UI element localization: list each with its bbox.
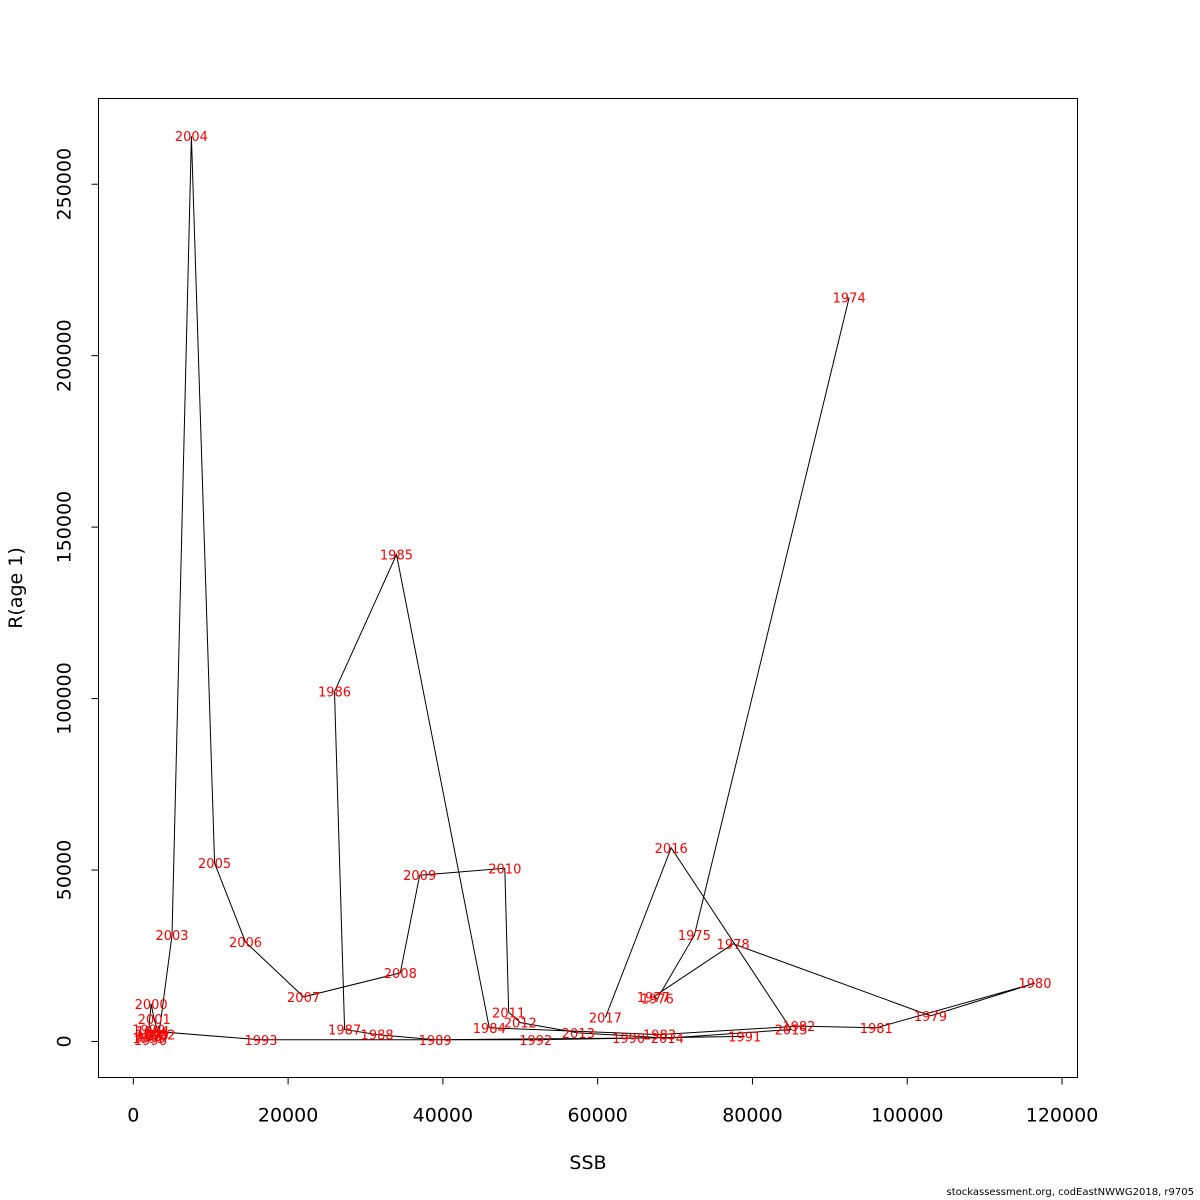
year-label-1977: 1977: [637, 991, 670, 1006]
year-label-2004: 2004: [175, 130, 208, 145]
y-tick-label: 200000: [54, 319, 76, 392]
year-label-1993: 1993: [244, 1034, 277, 1049]
year-label-1987: 1987: [328, 1023, 361, 1038]
ssb-recruitment-trajectory-line: [148, 136, 1036, 1041]
year-label-1996: 1996: [134, 1034, 167, 1049]
year-label-2003: 2003: [155, 929, 188, 944]
year-label-1991: 1991: [728, 1030, 761, 1045]
y-axis: 0 50000 100000 150000 200000 250000: [54, 148, 99, 1048]
y-tick-label: 250000: [54, 148, 76, 221]
x-tick-label: 100000: [871, 1105, 944, 1127]
x-tick-label: 120000: [1026, 1105, 1099, 1127]
year-label-1999: 1999: [132, 1023, 165, 1038]
year-label-1994: 1994: [136, 1025, 169, 1040]
year-label-1978: 1978: [717, 938, 750, 953]
year-label-1975: 1975: [678, 929, 711, 944]
year-label-1988: 1988: [361, 1029, 394, 1044]
y-tick-label: 0: [54, 1035, 76, 1047]
year-label-2009: 2009: [403, 869, 436, 884]
x-axis: 0 20000 40000 60000 80000 100000 120000: [127, 1077, 1099, 1127]
x-axis-title: SSB: [569, 1152, 606, 1174]
year-label-2010: 2010: [488, 862, 521, 877]
year-label-1974: 1974: [833, 291, 866, 306]
year-label-2016: 2016: [655, 842, 688, 857]
y-tick-label: 50000: [54, 840, 76, 900]
x-tick-label: 0: [127, 1105, 139, 1127]
x-tick-label: 60000: [567, 1105, 627, 1127]
plot-frame: [98, 98, 1078, 1078]
y-axis-title: R(age 1): [5, 547, 27, 629]
year-label-2000: 2000: [135, 998, 168, 1013]
year-label-1983: 1983: [643, 1029, 676, 1044]
year-label-2011: 2011: [492, 1006, 525, 1021]
year-label-1976: 1976: [641, 993, 674, 1008]
year-label-2005: 2005: [198, 857, 231, 872]
year-label-2013: 2013: [562, 1027, 595, 1042]
x-tick-label: 40000: [413, 1105, 473, 1127]
x-tick-label: 20000: [258, 1105, 318, 1127]
y-tick-label: 150000: [54, 491, 76, 564]
year-label-2007: 2007: [287, 991, 320, 1006]
year-label-2012: 2012: [504, 1017, 537, 1032]
year-label-1979: 1979: [914, 1010, 947, 1025]
year-label-2002: 2002: [142, 1029, 175, 1044]
year-label-1980: 1980: [1018, 977, 1051, 992]
year-label-2008: 2008: [384, 967, 417, 982]
year-label-2017: 2017: [589, 1011, 622, 1026]
x-tick-label: 80000: [722, 1105, 782, 1127]
y-tick-label: 100000: [54, 662, 76, 735]
year-label-1997: 1997: [137, 1030, 170, 1045]
year-label-1981: 1981: [860, 1022, 893, 1037]
year-label-1995: 1995: [132, 1032, 165, 1047]
year-label-1998: 1998: [135, 1029, 168, 1044]
year-label-1984: 1984: [473, 1022, 506, 1037]
year-label-1985: 1985: [380, 549, 413, 564]
year-label-1992: 1992: [519, 1034, 552, 1049]
year-label-2014: 2014: [651, 1032, 684, 1047]
year-label-2001: 2001: [138, 1013, 171, 1028]
year-label-1989: 1989: [419, 1034, 452, 1049]
footer-credit: stockassessment.org, codEastNWWG2018, r9…: [946, 1187, 1195, 1198]
year-label-1982: 1982: [782, 1020, 815, 1035]
year-label-1986: 1986: [318, 686, 351, 701]
year-label-2006: 2006: [229, 936, 262, 951]
year-label-1990: 1990: [612, 1032, 645, 1047]
year-label-2015: 2015: [775, 1023, 808, 1038]
